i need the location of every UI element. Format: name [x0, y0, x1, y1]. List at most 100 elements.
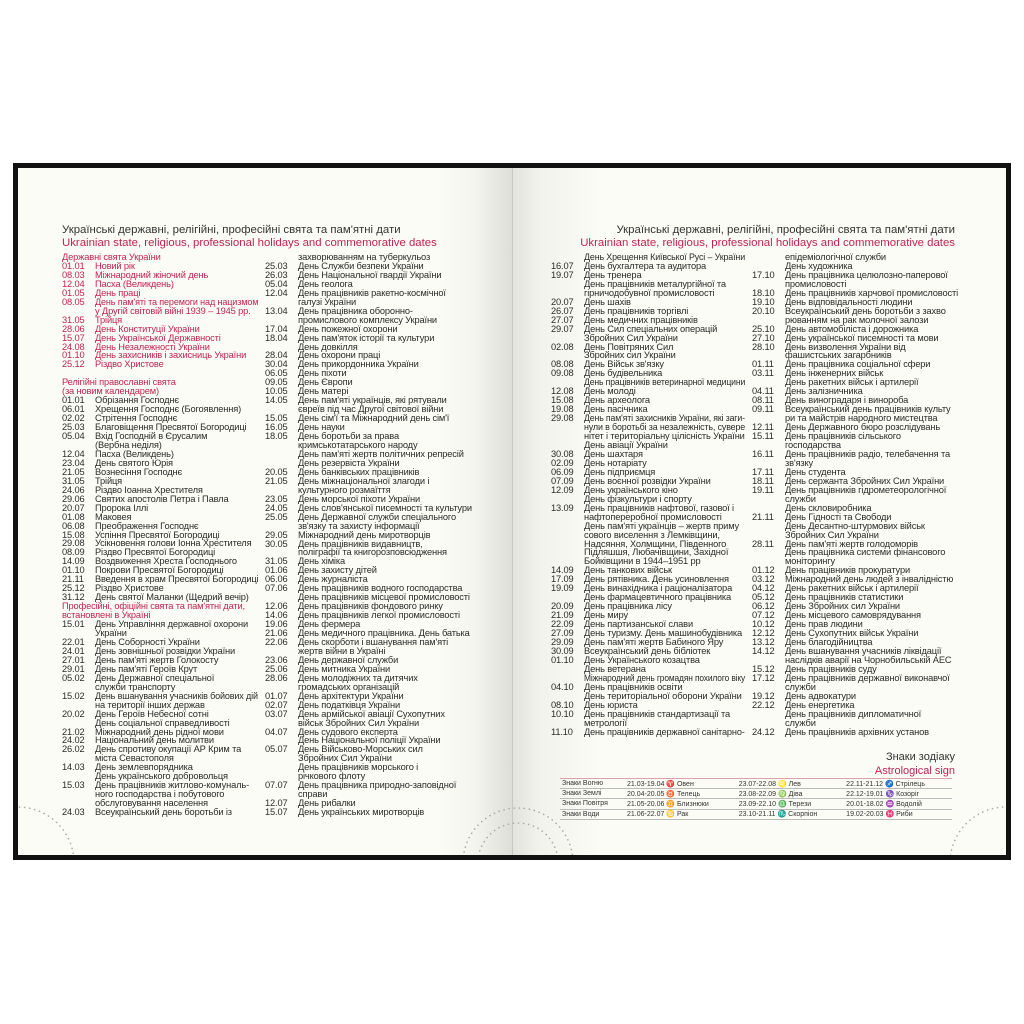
holiday-entry: 20.09 День працівника лісу — [551, 602, 745, 611]
holiday-name: Різдво Христове — [95, 359, 164, 370]
holiday-line: 29.01 День пам'яті Героїв Крут — [62, 664, 258, 674]
holiday-line: 20.09 День працівника лісу — [551, 602, 745, 611]
holiday-entry: 05.07 День Військово-Морських сил Збройних… — [265, 745, 505, 781]
holiday-name: День податківця України — [298, 699, 401, 710]
holiday-entry: 14.06 День працівників легкої промисловос… — [265, 610, 505, 620]
holiday-section: епідеміологічної служби День художника 17.… — [752, 252, 962, 736]
holiday-line: Збройних Сил України — [551, 333, 745, 343]
holiday-entry: 12.08 День молоді — [551, 387, 745, 396]
holiday-date: 28.06 — [265, 672, 288, 683]
holiday-date: 18.05 — [265, 431, 288, 442]
holiday-name: Всеукраїнський день працівників культу — [785, 404, 951, 415]
holiday-date: 17.12 — [752, 672, 775, 683]
holiday-name: День працівників харчової промисловості — [785, 287, 959, 298]
holiday-entry: 24.01 День зовнішньої розвідки України — [62, 646, 258, 656]
holiday-line: День скловиробника — [752, 503, 962, 513]
holiday-name: День армійської авіації Сухопутних — [298, 708, 445, 719]
holiday-date: 07.12 — [752, 610, 775, 621]
holiday-entry: 05.12 День працівників статистики — [752, 593, 962, 602]
zodiac-sign: 19.02-20.03 ♓ Риби — [844, 809, 952, 820]
holiday-date: 05.07 — [265, 744, 288, 755]
zodiac-sign: 23.09-22.10 ♎ Терези — [736, 798, 845, 810]
holiday-name: промислового комплексу України — [298, 314, 437, 325]
holiday-name: Збройних сил України — [584, 350, 676, 361]
holiday-line: 23.06 День державної служби — [265, 655, 505, 665]
holiday-line: моніторингу — [752, 557, 962, 566]
holiday-line: 22.12 День енергетика — [752, 700, 962, 710]
holiday-entry: 18.05 День боротьби за права кримськотатар… — [265, 431, 505, 468]
holiday-date: 12.12 — [752, 628, 775, 639]
holiday-line: 31.05 Трійця — [62, 476, 258, 486]
holiday-name: зв'язку — [785, 457, 814, 468]
spine-shadow-left — [438, 168, 513, 855]
holiday-name: День пам'яті українців – жертв приму — [584, 520, 740, 531]
holiday-date: 12.11 — [752, 422, 774, 433]
holiday-line: військ Збройних Сил України — [265, 717, 505, 728]
holiday-line: 26.02 День спротиву окупації АР Крим та — [62, 745, 258, 754]
holiday-name: День працівників суду — [785, 663, 877, 674]
holiday-line: служби — [752, 494, 962, 504]
holiday-entry: 16.05 День науки — [265, 422, 505, 432]
holiday-line: 20.07 Пророка Іллі — [62, 503, 258, 513]
holiday-line: наслідків аварії на Чорнобильській АЕС — [752, 654, 962, 665]
holiday-line: День ветерана — [551, 664, 745, 674]
zodiac-row: Знаки Землі 20.04-20.05 ♉ Телець 23.08-22.… — [560, 788, 952, 800]
holiday-line: 06.06 День журналіста — [265, 575, 505, 584]
holiday-entry: 29.09 День пам'яті жертв Бабиного Яру — [551, 637, 745, 647]
section-heading: Професійні, офіційні свята та пам'ятні д… — [62, 602, 258, 611]
holiday-name: служби — [785, 717, 816, 728]
holiday-name: обслуговування населення — [95, 798, 208, 809]
section-heading: Релігійні православні свята — [62, 378, 258, 387]
holiday-line: промислового комплексу України — [265, 314, 505, 325]
holiday-date: 24.05 — [265, 502, 288, 513]
holiday-name: зв'язку та захисту інформації — [298, 520, 420, 531]
holiday-line: 01.11 День працівника соціальної сфери — [752, 360, 962, 369]
holiday-name: Всеукраїнський день боротьби із — [95, 807, 232, 818]
holiday-name: День хіміка — [298, 556, 345, 567]
holiday-name: День Національної гвардії України — [298, 269, 442, 280]
holiday-entry: 08.11 День виноградаря і винороба — [752, 396, 962, 405]
holiday-date: 29.07 — [551, 323, 574, 334]
holiday-line: 28.10 День визволення України від — [752, 342, 962, 352]
holiday-entry: 24.05 День слов'янської писемності та кул… — [265, 502, 505, 513]
holiday-name: День працівників торгівлі — [584, 305, 689, 316]
holiday-line: 17.12 День працівників державної виконавч… — [752, 672, 962, 683]
holiday-name: День Військ зв'язку — [584, 359, 664, 370]
holiday-name: Обрізання Господнє — [95, 395, 179, 406]
holiday-entry: 10.12 День прав людини — [752, 619, 962, 629]
section-heading: (за новим календарем) — [62, 387, 258, 396]
holiday-name: День працівників нафтової, газової і — [584, 502, 734, 513]
holiday-date: 09.05 — [265, 377, 288, 388]
holiday-name: Міжнародний день людей з інвалідністю — [785, 574, 954, 585]
holiday-entry: 08.03 Міжнародний жіночий день — [62, 270, 258, 280]
holiday-name: День працівників державної виконавчої — [785, 672, 950, 683]
holiday-name: День танкових військ — [584, 565, 672, 576]
holiday-name: військ Збройних Сил України — [298, 717, 420, 728]
holiday-entry: 19.08 День пасічника — [551, 405, 745, 414]
holiday-line: 16.07 День бухгалтера та аудитора — [551, 261, 745, 271]
holiday-line: 09.05 День Європи — [265, 378, 505, 387]
holiday-date: 29.06 — [62, 493, 85, 504]
holiday-date: 21.05 — [265, 475, 288, 486]
holiday-name: Маковея — [95, 511, 132, 522]
holiday-name: День партизанської слави — [584, 619, 693, 630]
holiday-entry: 25.10 День автомобіліста і дорожника — [752, 324, 962, 334]
holiday-name: День працівників радіо, телебачення та — [785, 448, 950, 459]
holiday-entry: 25.12 Різдво Христове — [62, 584, 258, 593]
holiday-line: 25.06 День митника України — [265, 664, 505, 674]
holiday-line: нітет і територіальну цілісність України — [551, 431, 745, 441]
holiday-name: Стрітення Господнє — [95, 413, 178, 424]
holiday-line: служби — [752, 682, 962, 692]
holiday-name: День пам'яті жертв голодоморів — [785, 538, 918, 549]
holiday-line: 01.01 Обрізання Господнє — [62, 396, 258, 405]
holiday-entry: 06.05 День піхоти — [265, 369, 505, 378]
holiday-name: наслідків аварії на Чорнобильській АЕС — [785, 654, 952, 665]
holiday-name: Збройних Сил України — [298, 753, 392, 764]
holiday-line: 27.10 День української писемності та мови — [752, 333, 962, 343]
holiday-date: 12.09 — [551, 484, 574, 495]
holiday-name: День будівельника — [584, 368, 663, 379]
holiday-name: жертв війни в Україні — [298, 645, 386, 656]
holiday-line: 25.12 Різдво Христове — [62, 360, 258, 369]
holiday-line: 05.04 День геолога — [265, 279, 505, 289]
holiday-name: День рибалки — [298, 798, 356, 809]
